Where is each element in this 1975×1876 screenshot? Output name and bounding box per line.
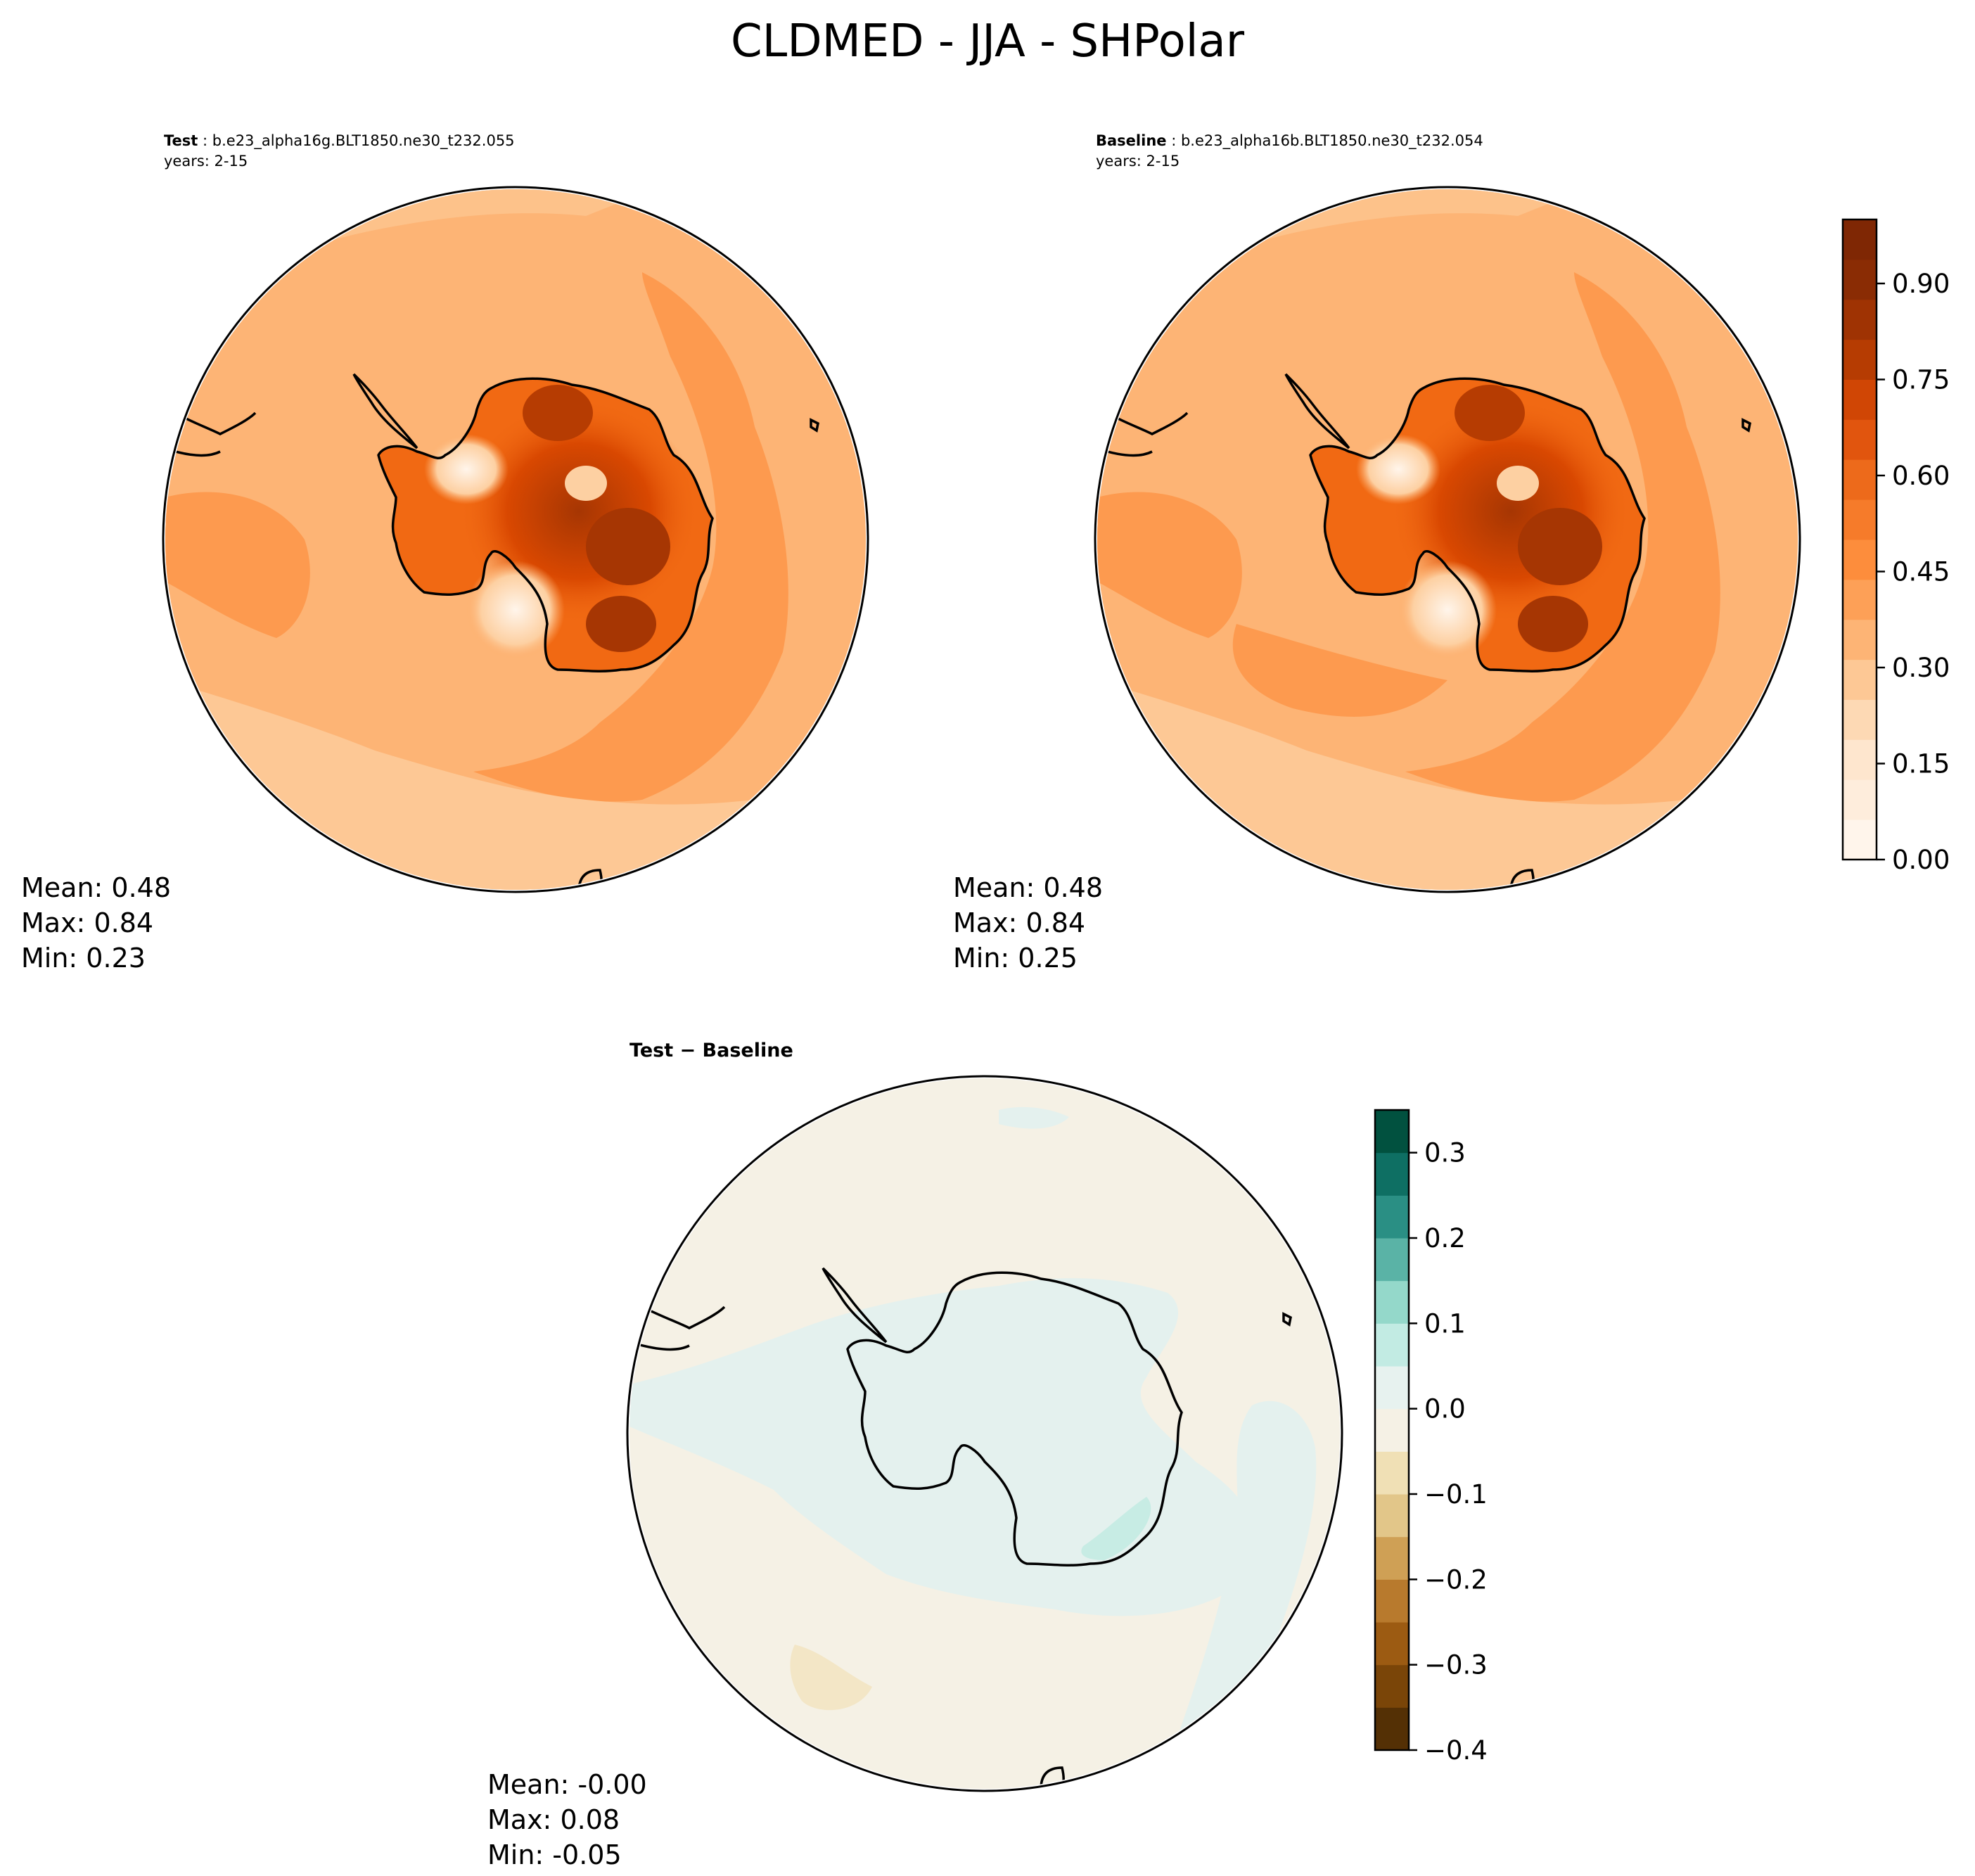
colorbar-diff-band-10 [1375,1280,1409,1324]
panel-test-max: Max: 0.84 [21,907,153,938]
map-baseline-boundary [1094,186,1801,893]
map-diff [626,1075,1343,1792]
colorbar-field-tick-label: 0.90 [1892,269,1950,299]
colorbar-diff-tick-label: −0.1 [1424,1479,1488,1510]
colorbar-diff-band-5 [1375,1494,1409,1538]
panel-diff-max: Max: 0.08 [487,1804,620,1835]
colorbar-diff-bands [1375,1110,1409,1751]
panel-test-min: Min: 0.23 [21,943,146,974]
colorbar-diff-band-2 [1375,1622,1409,1666]
colorbar-field-tick-label: 0.00 [1892,845,1950,875]
map-test-land [352,373,714,672]
panel-diff-mean: Mean: -0.00 [487,1769,647,1800]
colorbar-diff-frame [1374,1109,1410,1751]
colorbar-field-band-13 [1843,299,1877,340]
map-test-boundary [162,186,869,893]
colorbar-diff-band-0 [1375,1707,1409,1751]
colorbar-field-tick-label: 0.60 [1892,461,1950,491]
colorbar-diff-band-9 [1375,1323,1409,1367]
colorbar-field-band-10 [1843,419,1877,460]
colorbar-field-tick-label: 0.15 [1892,749,1950,779]
colorbar-field-band-12 [1843,339,1877,380]
panel-baseline: Baseline : b.e23_alpha16b.BLT1850.ne30_t… [953,132,1801,974]
panel-baseline-years: years: 2-15 [1096,153,1180,170]
map-baseline [1094,186,1801,893]
colorbar-field-band-7 [1843,540,1877,580]
panel-baseline-min: Min: 0.25 [953,943,1078,974]
colorbar-field-band-1 [1843,779,1877,820]
colorbar-field-band-4 [1843,659,1877,700]
colorbar-diff-tick-label: 0.3 [1424,1138,1466,1168]
colorbar-field-ticks: 0.00 0.15 0.30 0.45 0.60 0.75 0.90 [1877,269,1950,875]
colorbar-diff-tick-label: −0.4 [1424,1735,1488,1766]
panel-baseline-header: Baseline : b.e23_alpha16b.BLT1850.ne30_t… [1096,132,1483,150]
colorbar-diff-band-11 [1375,1238,1409,1282]
colorbar-diff-band-13 [1375,1152,1409,1196]
panel-test-header: Test : b.e23_alpha16g.BLT1850.ne30_t232.… [164,132,515,150]
map-test [162,186,869,893]
colorbar-diff-band-7 [1375,1408,1409,1452]
panel-diff-min: Min: -0.05 [487,1839,622,1870]
colorbar-field-band-15 [1843,219,1877,260]
colorbar-diff-band-12 [1375,1195,1409,1239]
colorbar-diff: 0.3 0.2 0.1 0.0 −0.1 −0.2 −0.3 −0.4 [1374,1109,1488,1766]
panel-diff: Test − Baseline Mean: -0 [487,1040,1343,1870]
colorbar-diff-tick-label: 0.2 [1424,1223,1466,1253]
colorbar-field-band-14 [1843,259,1877,300]
panel-test-mean: Mean: 0.48 [21,872,171,903]
colorbar-diff-band-1 [1375,1664,1409,1708]
panel-test-case: b.e23_alpha16g.BLT1850.ne30_t232.055 [212,132,515,150]
panel-baseline-label: Baseline [1096,132,1167,149]
colorbar-field-band-3 [1843,699,1877,740]
colorbar-field-band-8 [1843,499,1877,540]
colorbar-diff-band-4 [1375,1536,1409,1580]
colorbar-field-tick-label: 0.45 [1892,557,1950,587]
colorbar-field-tick-label: 0.30 [1892,653,1950,683]
colorbar-diff-band-6 [1375,1451,1409,1495]
panel-test: Test : b.e23_alpha16g.BLT1850.ne30_t232.… [21,132,869,974]
colorbar-field-frame [1841,218,1878,861]
colorbar-diff-band-14 [1375,1110,1409,1154]
map-diff-boundary [626,1075,1343,1792]
panel-test-label: Test [164,132,198,149]
figure-title: CLDMED - JJA - SHPolar [731,15,1245,68]
colorbar-diff-tick-label: −0.2 [1424,1564,1488,1595]
colorbar-field-band-5 [1843,619,1877,661]
colorbar-diff-tick-label: 0.0 [1424,1394,1466,1424]
panel-test-years: years: 2-15 [164,153,248,170]
colorbar-field-band-2 [1843,739,1877,780]
colorbar-diff-tick-label: −0.3 [1424,1650,1488,1680]
colorbar-diff-tick-label: 0.1 [1424,1308,1466,1339]
panel-diff-label: Test − Baseline [629,1040,793,1061]
panel-baseline-mean: Mean: 0.48 [953,872,1103,903]
colorbar-field-band-6 [1843,579,1877,620]
colorbar-diff-band-8 [1375,1366,1409,1410]
map-baseline-land [1284,373,1646,672]
colorbar-field-tick-label: 0.75 [1892,365,1950,395]
panel-baseline-max: Max: 0.84 [953,907,1085,938]
colorbar-field-bands [1843,219,1877,860]
colorbar-field-band-11 [1843,379,1877,420]
panel-baseline-case: b.e23_alpha16b.BLT1850.ne30_t232.054 [1181,132,1483,150]
colorbar-field: 0.00 0.15 0.30 0.45 0.60 0.75 0.90 [1841,218,1950,875]
colorbar-field-band-9 [1843,459,1877,500]
colorbar-field-band-0 [1843,819,1877,860]
colorbar-diff-ticks: 0.3 0.2 0.1 0.0 −0.1 −0.2 −0.3 −0.4 [1409,1138,1488,1766]
colorbar-diff-band-3 [1375,1579,1409,1623]
